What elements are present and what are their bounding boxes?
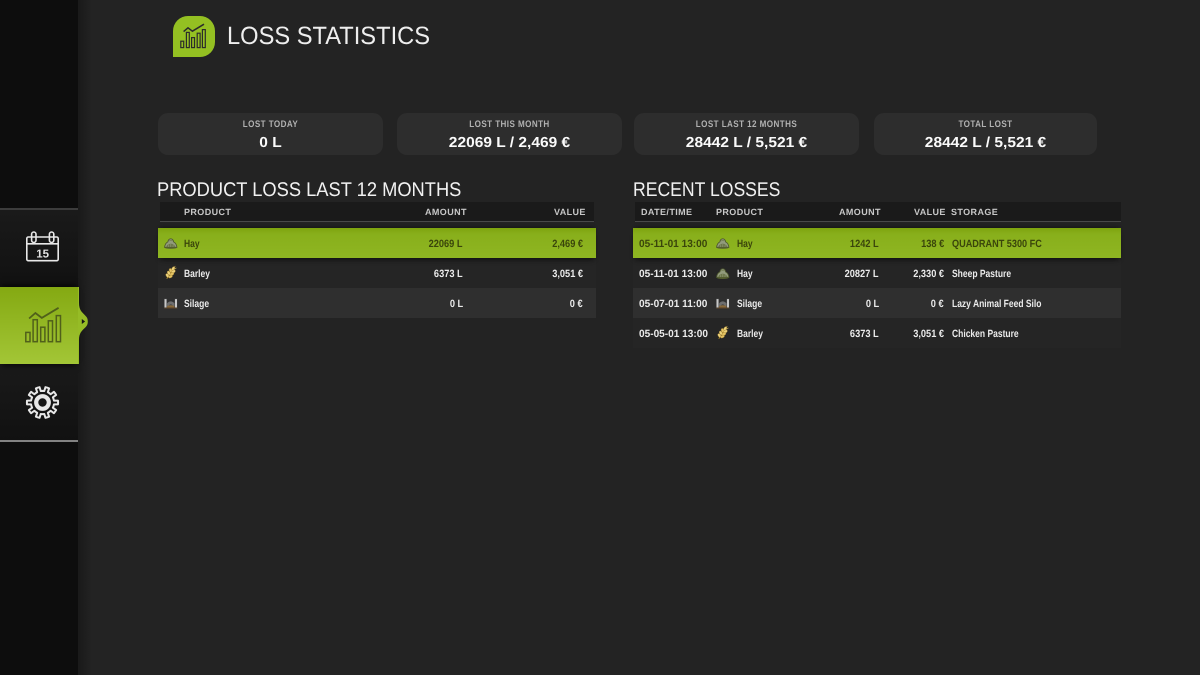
- svg-text:15: 15: [36, 249, 49, 261]
